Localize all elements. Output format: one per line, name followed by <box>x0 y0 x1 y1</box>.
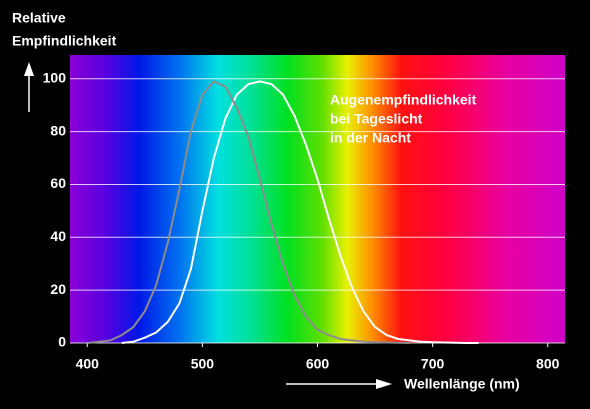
y-tick-label: 0 <box>58 334 66 350</box>
y-arrow-head <box>24 62 34 76</box>
y-tick-label: 100 <box>43 69 67 85</box>
x-axis-label: Wellenlänge (nm) <box>404 376 520 392</box>
x-tick-label: 800 <box>536 356 560 372</box>
x-tick-label: 500 <box>191 356 215 372</box>
x-tick-label: 600 <box>306 356 330 372</box>
spectrum-background <box>70 55 565 343</box>
x-tick-label: 700 <box>421 356 445 372</box>
y-axis-label: Empfindlichkeit <box>12 33 117 49</box>
y-tick-label: 20 <box>50 281 66 297</box>
curve <box>87 80 410 344</box>
y-tick-label: 40 <box>50 228 66 244</box>
x-arrow-head <box>376 379 392 389</box>
y-tick-label: 60 <box>50 175 66 191</box>
x-tick-label: 400 <box>76 356 100 372</box>
y-axis-label: Relative <box>12 10 66 26</box>
legend-entry: bei Tageslicht <box>330 111 423 127</box>
legend-entry: in der Nacht <box>330 130 411 146</box>
y-tick-label: 80 <box>50 122 66 138</box>
legend-title: Augenempfindlichkeit <box>330 92 477 108</box>
curve <box>121 80 479 344</box>
